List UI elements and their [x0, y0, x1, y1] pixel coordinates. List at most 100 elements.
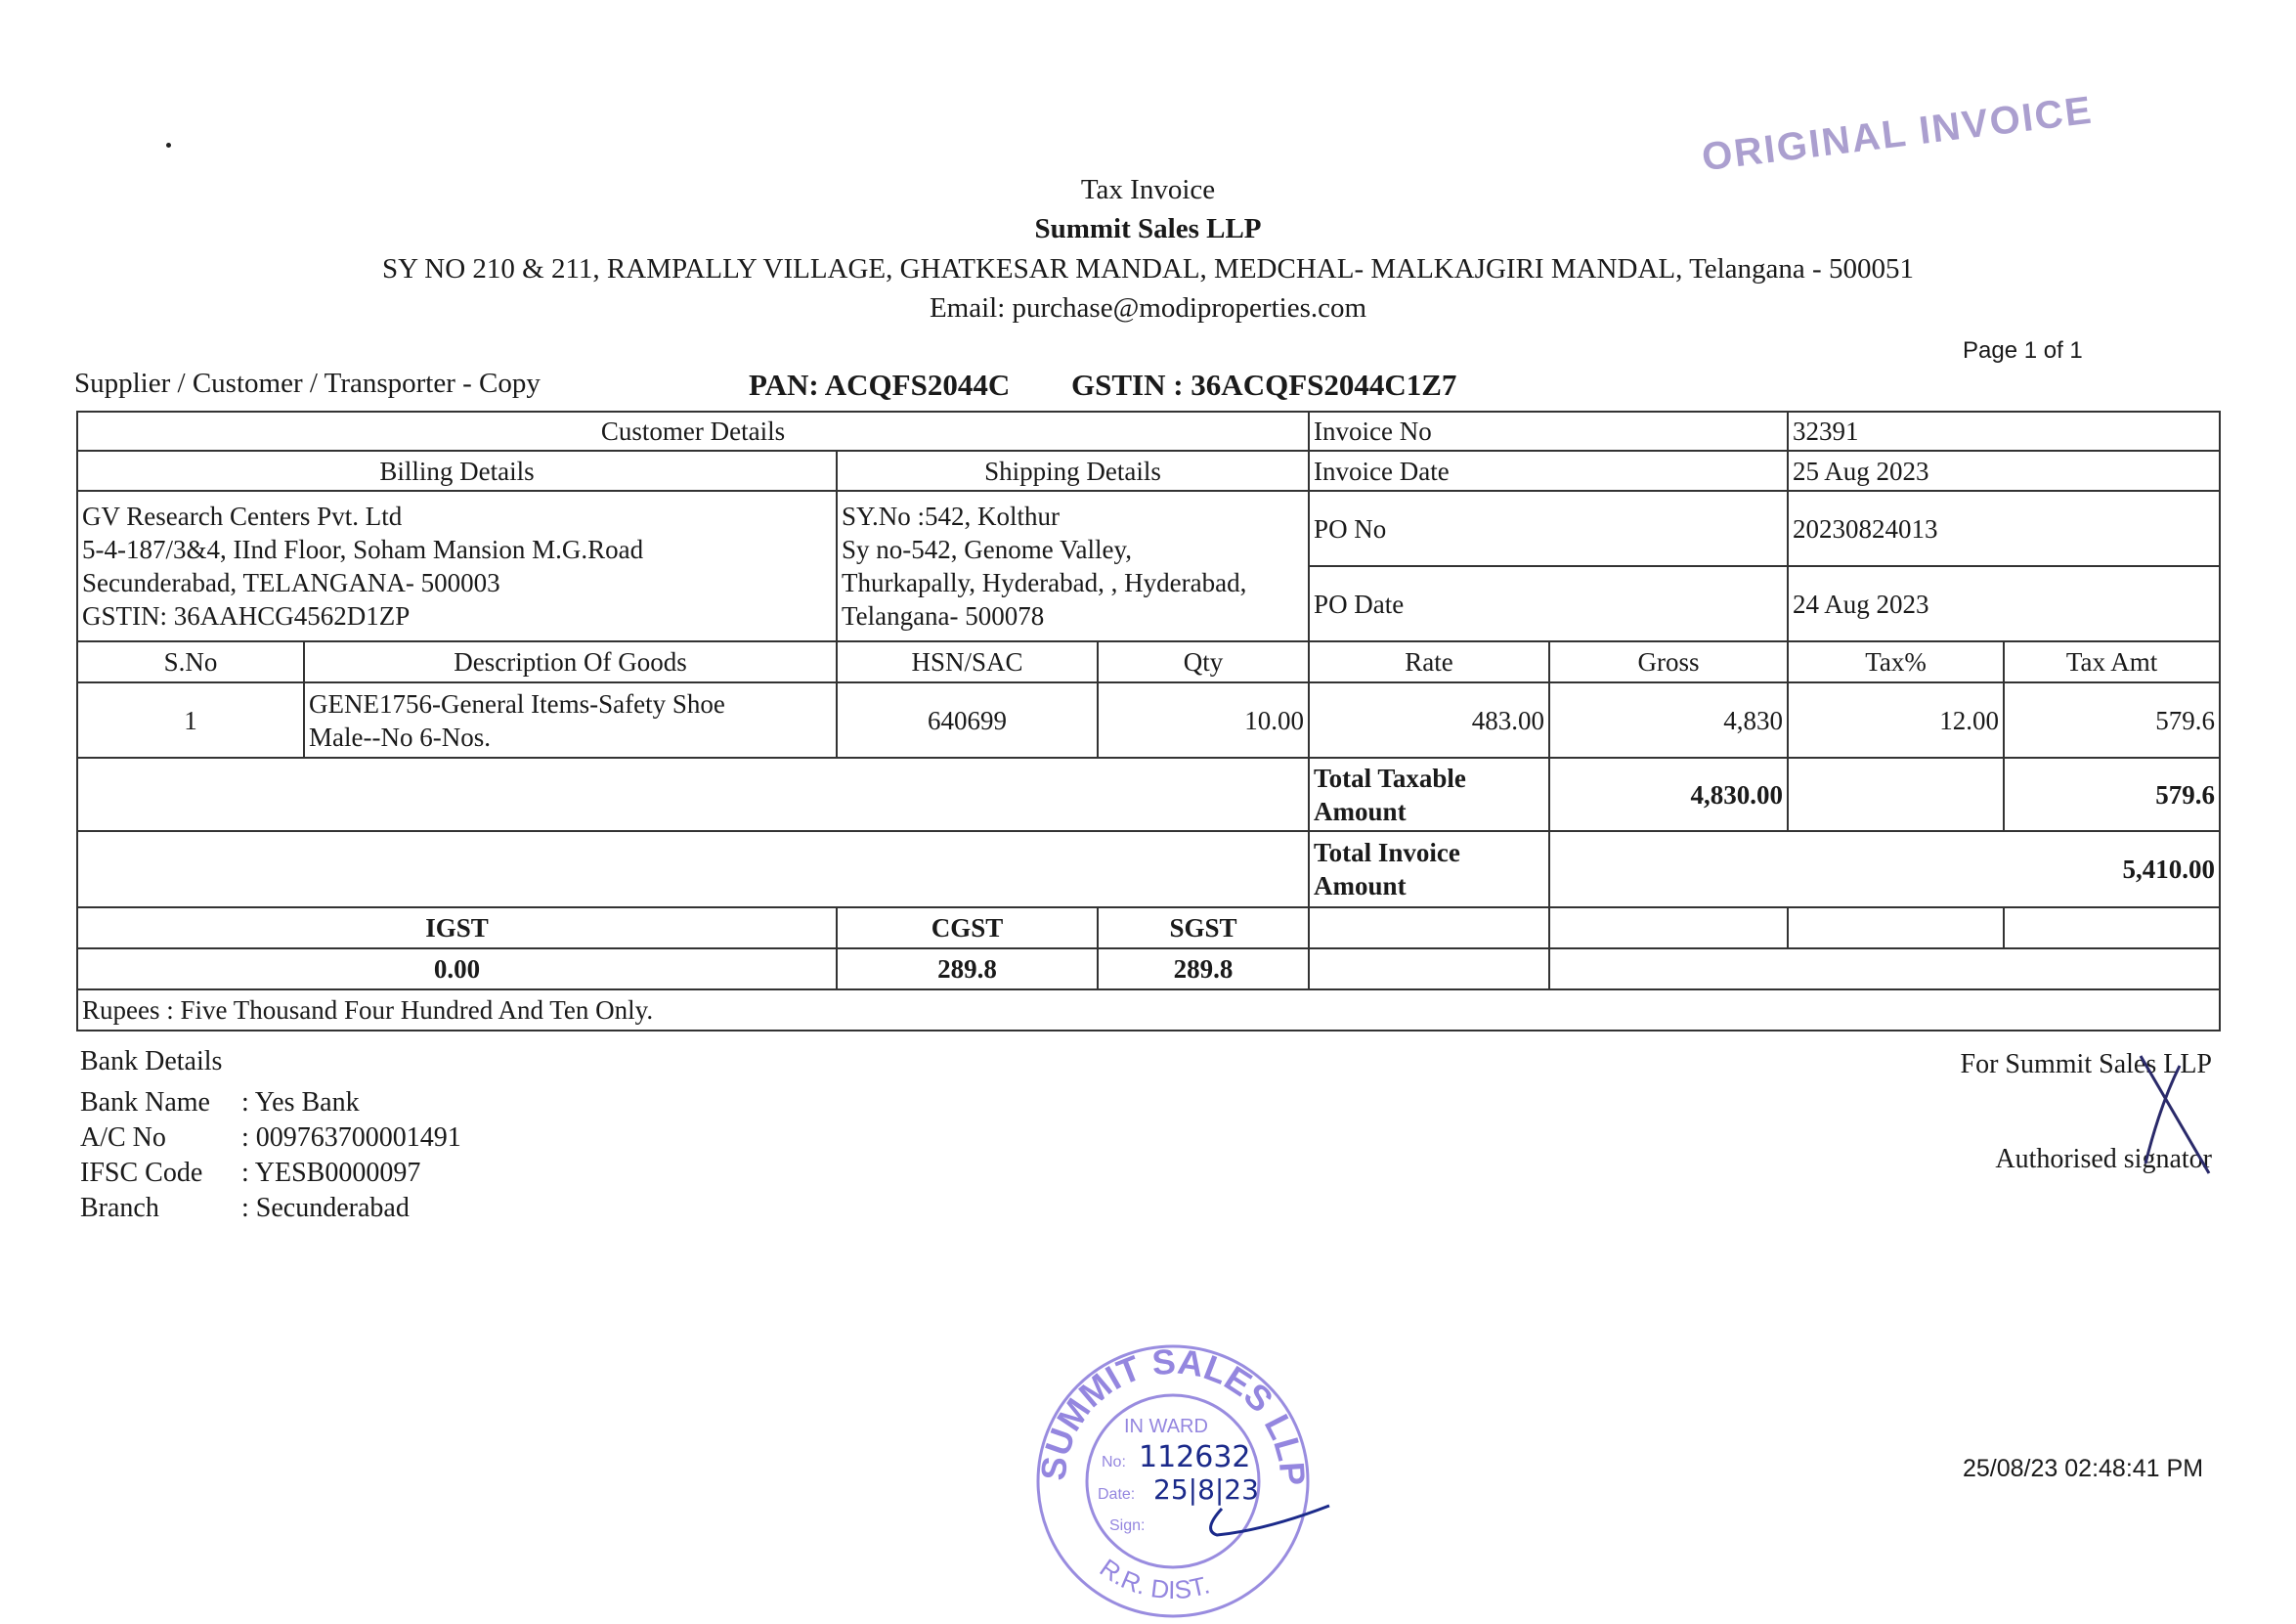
shipping-line: Sy no-542, Genome Valley, [842, 535, 1132, 564]
bank-value: : Yes Bank [241, 1087, 360, 1118]
label-line: Total Invoice [1314, 838, 1460, 867]
total-taxable-tax: 579.6 [2003, 757, 2222, 832]
col-sno: S.No [76, 640, 305, 683]
billing-line: Secunderabad, TELANGANA- 500003 [82, 568, 500, 597]
shipping-line: Thurkapally, Hyderabad, , Hyderabad, [842, 568, 1247, 597]
bank-name-row: Bank Name : Yes Bank [80, 1085, 461, 1120]
pan: PAN: ACQFS2044C [749, 368, 1011, 402]
col-tax-amt: Tax Amt [2003, 640, 2222, 683]
empty-cell [1787, 906, 2006, 949]
bank-key: IFSC Code [80, 1158, 203, 1188]
sgst-value: 289.8 [1096, 947, 1311, 990]
billing-gstin: GSTIN: 36AAHCG4562D1ZP [82, 601, 411, 631]
empty-cell [1548, 947, 2222, 990]
empty-cell [1548, 906, 1790, 949]
col-qty: Qty [1096, 640, 1311, 683]
invoice-no-value: 32391 [1787, 411, 2222, 452]
cgst-label: CGST [836, 906, 1099, 949]
signature-for: For Summit Sales LLP [1960, 1049, 2212, 1079]
label-line: Amount [1314, 796, 1407, 826]
bank-value: : YESB0000097 [241, 1158, 421, 1188]
shipping-details-header: Shipping Details [835, 450, 1311, 492]
original-invoice-stamp: ORIGINAL INVOICE [1699, 88, 2096, 180]
invoice-table: Customer Details Invoice No 32391 Billin… [75, 411, 2222, 1031]
shipping-address: SY.No :542, Kolthur Sy no-542, Genome Va… [835, 490, 1311, 642]
bank-details-title: Bank Details [80, 1046, 223, 1076]
stamp-no: 112632 [1139, 1440, 1251, 1474]
billing-details-header: Billing Details [76, 450, 838, 492]
account-row: A/C No : 009763700001491 [80, 1120, 461, 1156]
sgst-label: SGST [1096, 906, 1311, 949]
doc-type: Tax Invoice [1080, 174, 1216, 205]
item-desc-line: GENE1756-General Items-Safety Shoe [309, 688, 725, 719]
total-invoice-value: 5,410.00 [1548, 830, 2222, 908]
bank-details: Bank Details Bank Name : Yes Bank A/C No:… [80, 1044, 461, 1226]
item-tax-pct: 12.00 [1787, 681, 2006, 759]
stamp-date-label: Date: [1098, 1486, 1135, 1503]
total-taxable-label: Total Taxable Amount [1308, 757, 1551, 832]
invoice-date-value: 25 Aug 2023 [1787, 450, 2222, 492]
item-rate: 483.00 [1308, 681, 1551, 759]
total-taxable-gross: 4,830.00 [1548, 757, 1790, 832]
col-description: Description Of Goods [303, 640, 838, 683]
col-tax-pct: Tax% [1787, 640, 2006, 683]
stamp-date: 25|8|23 [1153, 1473, 1259, 1506]
ifsc-row: IFSC Code : YESB0000097 [80, 1156, 461, 1191]
bank-key: Branch [80, 1193, 159, 1223]
bank-value: : Secunderabad [241, 1193, 410, 1223]
item-description: GENE1756-General Items-Safety Shoe Male--… [303, 681, 838, 759]
company-email: Email: purchase@modiproperties.com [929, 292, 1367, 324]
item-gross: 4,830 [1548, 681, 1790, 759]
item-desc-line: Male--No 6-Nos. [309, 722, 491, 752]
stamp-sign-label: Sign: [1109, 1517, 1145, 1534]
item-sno: 1 [76, 681, 305, 759]
company-address: SY NO 210 & 211, RAMPALLY VILLAGE, GHATK… [382, 253, 1914, 285]
igst-label: IGST [76, 906, 838, 949]
col-gross: Gross [1548, 640, 1790, 683]
bank-key: A/C No [80, 1122, 166, 1153]
bank-value: : 009763700001491 [241, 1122, 461, 1153]
empty-cell [1787, 757, 2006, 832]
bank-key: Bank Name [80, 1087, 210, 1118]
col-rate: Rate [1308, 640, 1551, 683]
col-hsn: HSN/SAC [836, 640, 1099, 683]
empty-cell [1308, 906, 1551, 949]
copy-label: Supplier / Customer / Transporter - Copy [74, 368, 541, 399]
empty-cell [75, 830, 1311, 908]
amount-in-words: Rupees : Five Thousand Four Hundred And … [75, 988, 2222, 1031]
print-timestamp: 25/08/23 02:48:41 PM [1963, 1455, 2204, 1482]
item-tax-amt: 579.6 [2003, 681, 2222, 759]
authorised-signatory: Authorised signator [1995, 1144, 2212, 1174]
empty-cell [75, 757, 1311, 832]
shipping-line: Telangana- 500078 [842, 601, 1045, 631]
billing-address: GV Research Centers Pvt. Ltd 5-4-187/3&4… [76, 490, 838, 642]
po-no-value: 20230824013 [1787, 490, 2222, 567]
po-no-label: PO No [1308, 490, 1790, 567]
stamp-no-label: No: [1102, 1454, 1126, 1470]
item-qty: 10.00 [1096, 681, 1311, 759]
branch-row: Branch : Secunderabad [80, 1191, 461, 1226]
po-date-value: 24 Aug 2023 [1787, 565, 2222, 642]
label-line: Amount [1314, 871, 1407, 900]
item-hsn: 640699 [836, 681, 1099, 759]
invoice-date-label: Invoice Date [1308, 450, 1790, 492]
cgst-value: 289.8 [836, 947, 1099, 990]
invoice-no-label: Invoice No [1308, 411, 1790, 452]
po-date-label: PO Date [1308, 565, 1790, 642]
stamp-inward: IN WARD [1124, 1416, 1208, 1437]
gstin: GSTIN : 36ACQFS2044C1Z7 [1071, 368, 1457, 402]
stamp-ring-bottom: R.R. DIST. [1095, 1553, 1213, 1604]
shipping-line: SY.No :542, Kolthur [842, 502, 1061, 531]
empty-cell [2003, 906, 2222, 949]
inward-stamp: SUMMIT SALES LLP R.R. DIST. IN WARD No: … [1033, 1341, 1330, 1618]
label-line: Total Taxable [1314, 763, 1466, 793]
speck [166, 143, 171, 148]
customer-details-header: Customer Details [75, 411, 1311, 452]
svg-text:R.R. DIST.: R.R. DIST. [1095, 1553, 1213, 1604]
page-number: Page 1 of 1 [1963, 337, 2083, 364]
empty-cell [1308, 947, 1551, 990]
company-name: Summit Sales LLP [1034, 213, 1262, 244]
billing-line: GV Research Centers Pvt. Ltd [82, 502, 403, 531]
billing-line: 5-4-187/3&4, IInd Floor, Soham Mansion M… [82, 535, 644, 564]
igst-value: 0.00 [76, 947, 838, 990]
